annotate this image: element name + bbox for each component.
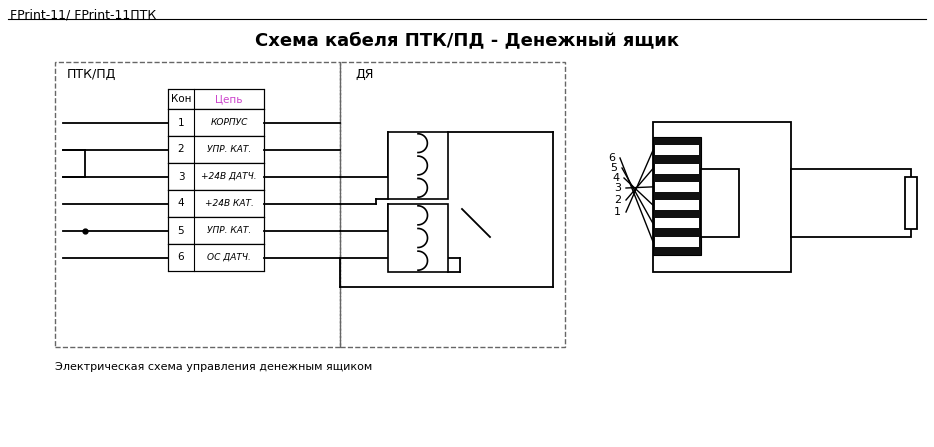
Bar [655, 145, 699, 155]
Text: 5: 5 [177, 225, 184, 236]
Text: Цепь: Цепь [215, 94, 243, 104]
Bar [655, 219, 699, 228]
Bar [653, 122, 791, 272]
Text: ОС ДАТЧ.: ОС ДАТЧ. [207, 253, 251, 262]
Text: +24В КАТ.: +24В КАТ. [205, 199, 253, 208]
Bar [168, 109, 264, 136]
Text: Кон: Кон [171, 94, 191, 104]
Bar [388, 132, 448, 199]
Bar [655, 200, 699, 210]
Text: FPrint-11/ FPrint-11ПТК: FPrint-11/ FPrint-11ПТК [10, 9, 156, 22]
Text: 5: 5 [610, 163, 617, 173]
Bar [168, 163, 264, 190]
Text: УПР. КАТ.: УПР. КАТ. [206, 226, 251, 235]
Text: Схема кабеля ПТК/ПД - Денежный ящик: Схема кабеля ПТК/ПД - Денежный ящик [255, 31, 679, 49]
Text: 3: 3 [614, 183, 621, 193]
Text: 4: 4 [612, 173, 619, 183]
Text: +24В ДАТЧ.: +24В ДАТЧ. [201, 172, 257, 181]
Text: 1: 1 [177, 118, 184, 127]
Bar [701, 169, 739, 237]
Text: КОРПУС: КОРПУС [210, 118, 248, 127]
Bar [168, 244, 264, 271]
Text: 2: 2 [614, 195, 621, 205]
Bar [340, 62, 565, 347]
Bar [655, 182, 699, 192]
Text: Электрическая схема управления денежным ящиком: Электрическая схема управления денежным … [55, 362, 373, 372]
Text: 6: 6 [608, 153, 615, 163]
Text: 3: 3 [177, 172, 184, 181]
Bar [653, 137, 701, 255]
Bar [168, 190, 264, 217]
Bar [168, 89, 264, 109]
Text: 4: 4 [177, 198, 184, 208]
Bar [168, 136, 264, 163]
Text: УПР. КАТ.: УПР. КАТ. [206, 145, 251, 154]
Bar [388, 204, 448, 272]
Bar [905, 177, 917, 229]
Bar [168, 217, 264, 244]
Text: ПТК/ПД: ПТК/ПД [67, 68, 117, 81]
Text: 6: 6 [177, 253, 184, 262]
Bar [655, 237, 699, 247]
Bar [791, 169, 911, 237]
Text: 1: 1 [614, 207, 621, 217]
Bar [655, 164, 699, 173]
Text: 2: 2 [177, 144, 184, 155]
Bar [55, 62, 340, 347]
Text: ДЯ: ДЯ [355, 68, 374, 81]
